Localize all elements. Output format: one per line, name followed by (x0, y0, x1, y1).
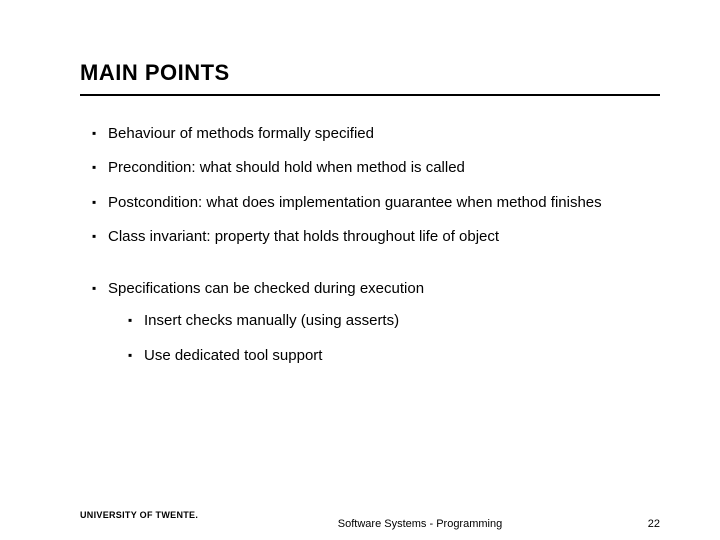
title-rule (80, 94, 660, 96)
footer-center-text: Software Systems - Programming (0, 518, 720, 530)
bullet-text: Precondition: what should hold when meth… (108, 159, 465, 176)
bullet-text: Class invariant: property that holds thr… (108, 228, 499, 245)
sub-list-item: Insert checks manually (using asserts) (128, 311, 660, 331)
bullet-text: Behaviour of methods formally specified (108, 125, 374, 142)
sub-list-item: Use dedicated tool support (128, 346, 660, 366)
bullet-text: Postcondition: what does implementation … (108, 194, 602, 211)
sub-list: Insert checks manually (using asserts) U… (108, 311, 660, 366)
bullet-text: Specifications can be checked during exe… (108, 280, 424, 297)
spacer (80, 261, 660, 279)
page-number: 22 (648, 518, 660, 530)
slide: MAIN POINTS Behaviour of methods formall… (0, 0, 720, 540)
bullet-list: Behaviour of methods formally specified … (80, 124, 660, 247)
slide-title: MAIN POINTS (80, 60, 660, 86)
list-item: Postcondition: what does implementation … (92, 193, 660, 213)
bullet-text: Use dedicated tool support (144, 347, 322, 364)
bullet-list-2: Specifications can be checked during exe… (80, 279, 660, 366)
list-item: Behaviour of methods formally specified (92, 124, 660, 144)
bullet-text: Insert checks manually (using asserts) (144, 312, 399, 329)
list-item: Specifications can be checked during exe… (92, 279, 660, 366)
list-item: Precondition: what should hold when meth… (92, 158, 660, 178)
list-item: Class invariant: property that holds thr… (92, 227, 660, 247)
